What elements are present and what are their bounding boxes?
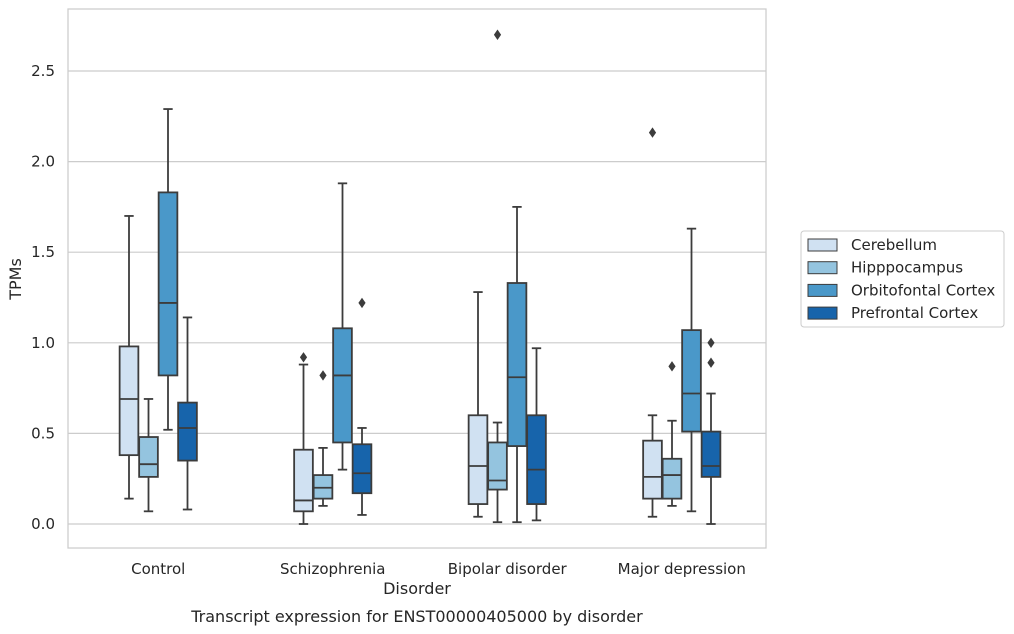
box-iqr (138, 436, 159, 478)
box-group (157, 108, 179, 431)
y-tick-label: 0.0 (31, 515, 55, 533)
box-group (118, 215, 140, 500)
y-tick-label: 1.5 (31, 243, 55, 261)
box-iqr (177, 401, 198, 462)
box-iqr (700, 430, 722, 478)
box-group (332, 182, 353, 471)
box-iqr (293, 448, 314, 513)
legend-frame (800, 230, 1005, 328)
y-tick-label: 0.5 (31, 424, 55, 442)
box-group (177, 316, 198, 511)
box-iqr (642, 439, 663, 500)
box-group (700, 337, 722, 525)
box-group (487, 29, 508, 524)
box-group (506, 205, 528, 524)
legend-label: Hipppocampus (851, 259, 963, 277)
outlier-point (319, 370, 327, 381)
x-tick-label: Major depression (618, 560, 746, 578)
y-tick-label: 2.5 (31, 62, 55, 80)
y-tick-label: 2.0 (31, 153, 55, 171)
legend-swatch (807, 238, 838, 252)
legend-label: Cerebellum (851, 236, 937, 254)
legend: Cerebellum Hipppocampus Orbitofontal Corte… (800, 230, 1005, 328)
boxes (118, 29, 722, 525)
box-iqr (157, 191, 179, 377)
box-iqr (661, 457, 683, 500)
outlier-point (707, 357, 715, 368)
legend-swatch (807, 261, 838, 275)
box-group (526, 347, 547, 522)
box-iqr (526, 414, 547, 505)
box-group (681, 227, 702, 513)
outlier-point (299, 352, 308, 363)
legend-swatch (807, 306, 838, 320)
box-group (661, 361, 683, 507)
box-group (138, 398, 159, 513)
box-iqr (681, 329, 702, 433)
x-tick-label: Schizophrenia (280, 560, 385, 578)
box-iqr (467, 414, 489, 505)
box-iqr (312, 474, 334, 500)
chart-caption: Transcript expression for ENST0000040500… (190, 607, 643, 626)
box-iqr (487, 441, 508, 491)
x-tick-label: Control (131, 560, 185, 578)
legend-label: Orbitofontal Cortex (851, 281, 995, 299)
x-tick-label: Bipolar disorder (448, 560, 568, 578)
legend-swatch (807, 283, 838, 297)
x-tick-labels: Control Schizophrenia Bipolar disorder Majo… (131, 560, 746, 578)
box-iqr (351, 443, 373, 495)
y-axis-title: TPMs (6, 258, 25, 301)
box-iqr (118, 345, 140, 457)
box-group (312, 370, 334, 507)
outlier-point (707, 337, 715, 348)
box-iqr (332, 327, 353, 444)
outlier-point (493, 29, 502, 40)
y-tick-label: 1.0 (31, 334, 55, 352)
plot-area-frame (67, 8, 767, 549)
x-axis-title: Disorder (383, 579, 451, 598)
y-tick-labels: 0.0 0.5 1.0 1.5 2.0 2.5 (31, 62, 55, 533)
box-group (467, 291, 489, 518)
box-group (293, 352, 314, 525)
outlier-point (668, 361, 676, 372)
outlier-point (648, 127, 657, 138)
box-group (351, 297, 373, 516)
legend-label: Prefrontal Cortex (851, 304, 978, 322)
outlier-point (358, 297, 366, 309)
box-iqr (506, 282, 528, 447)
box-group (642, 127, 663, 518)
